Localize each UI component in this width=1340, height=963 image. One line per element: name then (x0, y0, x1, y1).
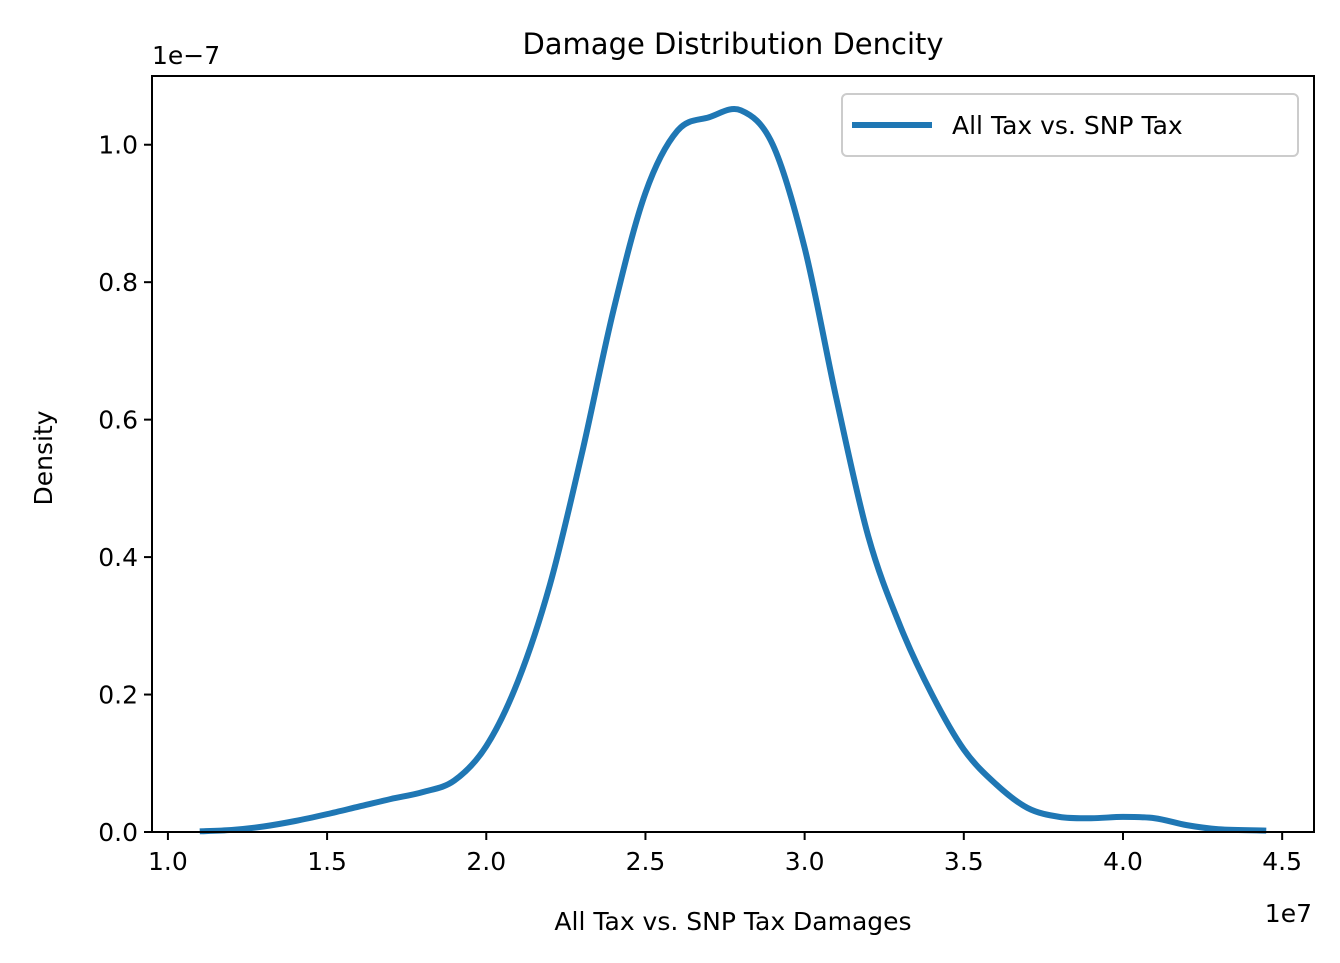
y-tick-label: 1.0 (98, 131, 138, 160)
y-offset-label: 1e−7 (152, 41, 220, 70)
x-tick-label: 1.5 (307, 847, 347, 876)
y-tick-label: 0.8 (98, 268, 138, 297)
legend-box (841, 93, 1299, 157)
x-tick-label: 4.5 (1262, 847, 1302, 876)
series-line-0 (199, 106, 1267, 835)
legend: All Tax vs. SNP Tax (841, 93, 1299, 157)
plot-frame (151, 75, 1315, 833)
y-tick-label: 0.4 (98, 543, 138, 572)
x-tick-label: 1.0 (148, 847, 188, 876)
legend-label: All Tax vs. SNP Tax (952, 111, 1183, 140)
x-tick-label: 2.0 (466, 847, 506, 876)
chart-title: Damage Distribution Dencity (522, 27, 943, 61)
y-tick-label: 0.2 (98, 681, 138, 710)
plot-layer: 1.0 1.5 2.0 2.5 3.0 3.5 4.0 4.5 0.0 0.2 0.4 0.6 0.8 1… (98, 75, 1315, 876)
y-axis-label: Density (29, 410, 58, 505)
x-tick-label: 3.5 (944, 847, 984, 876)
x-tick-label: 4.0 (1103, 847, 1143, 876)
x-tick-label: 2.5 (626, 847, 666, 876)
y-tick-label: 0.0 (98, 818, 138, 847)
x-axis-label: All Tax vs. SNP Tax Damages (554, 907, 911, 936)
y-tick-label: 0.6 (98, 406, 138, 435)
x-tick-label: 3.0 (785, 847, 825, 876)
x-offset-label: 1e7 (1265, 899, 1312, 928)
